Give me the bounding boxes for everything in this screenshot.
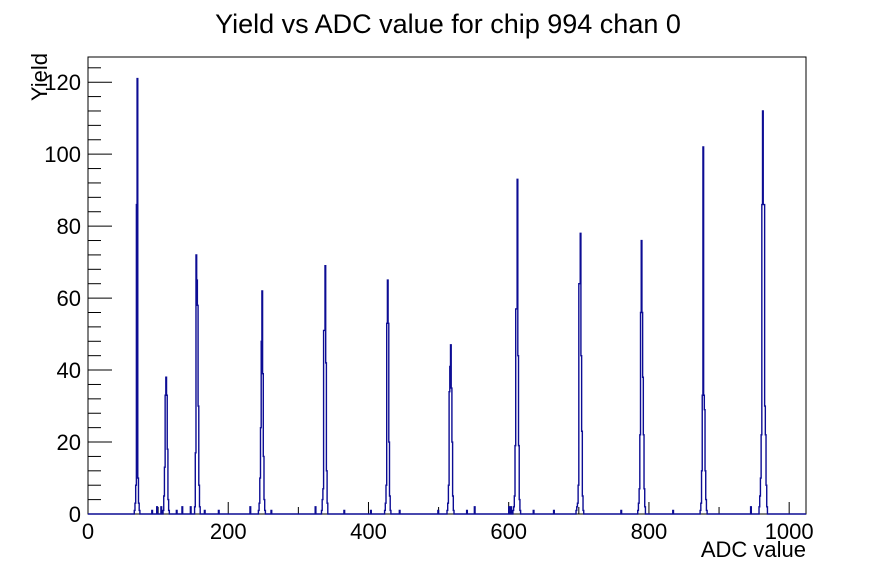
y-axis-tick-label: 60 xyxy=(57,286,81,311)
x-axis-title: ADC value xyxy=(701,537,806,562)
y-axis-tick-label: 80 xyxy=(57,214,81,239)
x-axis-tick-label: 800 xyxy=(631,519,668,544)
y-axis-tick-label: 20 xyxy=(57,430,81,455)
y-axis-tick-label: 0 xyxy=(69,502,81,527)
x-axis-tick-label: 600 xyxy=(490,519,527,544)
histogram-line xyxy=(88,77,806,515)
y-axis-tick-label: 100 xyxy=(44,142,81,167)
x-axis-tick-label: 1000 xyxy=(765,519,814,544)
y-axis-tick-label: 120 xyxy=(44,70,81,95)
x-axis-tick-label: 0 xyxy=(82,519,94,544)
x-axis-tick-label: 200 xyxy=(210,519,247,544)
y-axis-title: Yield xyxy=(27,53,52,101)
chart-title: Yield vs ADC value for chip 994 chan 0 xyxy=(215,9,681,39)
y-axis-tick-label: 40 xyxy=(57,358,81,383)
x-axis-tick-label: 400 xyxy=(350,519,387,544)
